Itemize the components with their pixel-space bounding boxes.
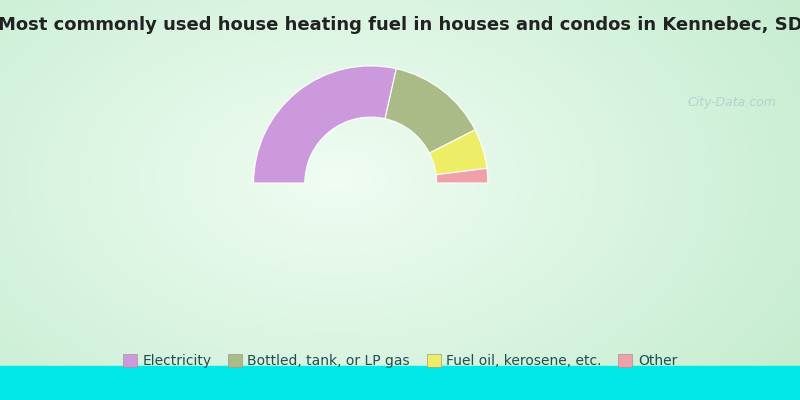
Bar [0,366,800,400]
Text: City-Data.com: City-Data.com [687,96,776,109]
Wedge shape [385,69,475,153]
Text: Most commonly used house heating fuel in houses and condos in Kennebec, SD: Most commonly used house heating fuel in… [0,16,800,34]
Wedge shape [254,66,396,183]
Wedge shape [436,168,488,183]
Legend: Electricity, Bottled, tank, or LP gas, Fuel oil, kerosene, etc., Other: Electricity, Bottled, tank, or LP gas, F… [118,348,682,374]
Wedge shape [430,130,487,175]
